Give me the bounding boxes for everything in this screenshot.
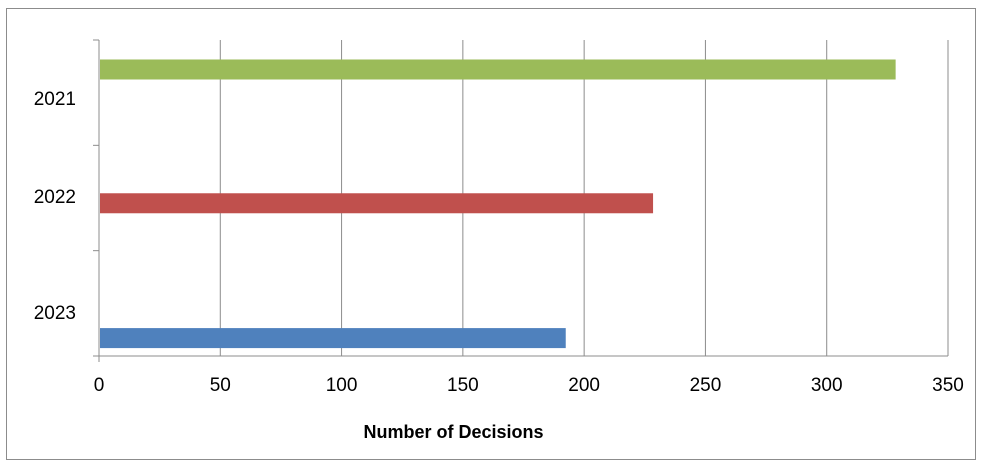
bar-2023 — [100, 328, 566, 349]
x-axis-title: Number of Decisions — [363, 422, 543, 442]
y-category-labels: 2021 2022 2023 — [34, 89, 76, 324]
y-category-label-2023: 2023 — [34, 303, 76, 324]
x-tick-label-100: 100 — [326, 375, 358, 396]
y-category-label-2021: 2021 — [34, 89, 76, 110]
x-tick-label-350: 350 — [932, 375, 964, 396]
x-tick-label-250: 250 — [690, 375, 722, 396]
x-tick-label-0: 0 — [94, 375, 105, 396]
y-category-label-2022: 2022 — [34, 187, 76, 208]
axes — [93, 39, 948, 362]
x-tick-labels: 0 50 100 150 200 250 300 350 — [94, 375, 964, 396]
x-tick-label-300: 300 — [811, 375, 843, 396]
chart-frame — [6, 8, 976, 460]
bars — [100, 59, 896, 349]
x-tick-label-200: 200 — [568, 375, 600, 396]
bar-2021 — [100, 59, 896, 80]
bar-2022 — [100, 193, 654, 214]
x-tick-label-50: 50 — [210, 375, 231, 396]
x-tick-label-150: 150 — [447, 375, 479, 396]
gridlines — [219, 40, 949, 356]
